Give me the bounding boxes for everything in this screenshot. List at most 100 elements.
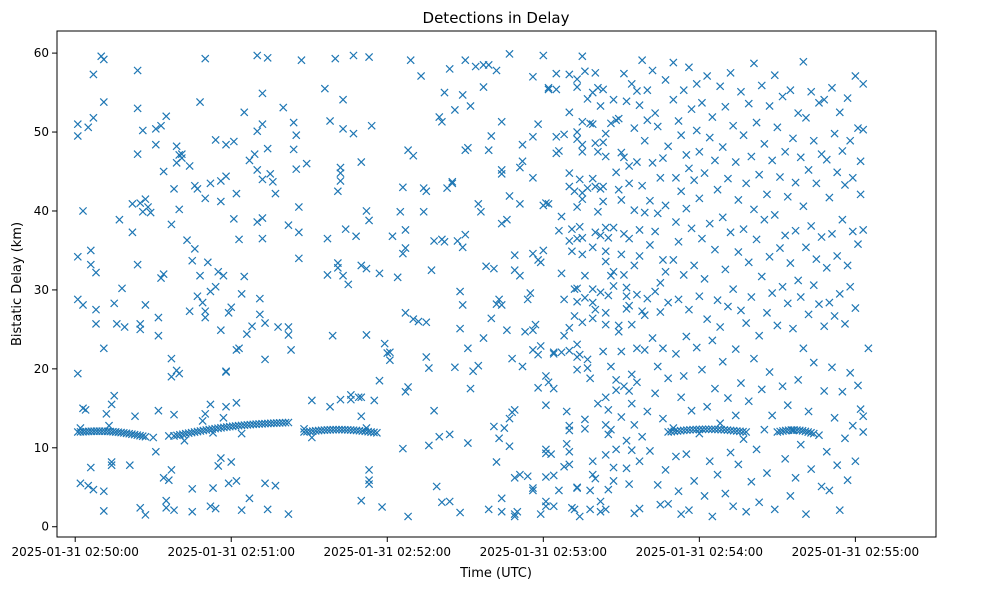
data-point: [648, 334, 657, 343]
data-point: [383, 349, 392, 358]
data-point: [424, 364, 433, 373]
data-point: [146, 208, 155, 217]
data-point: [86, 260, 95, 269]
data-point: [375, 376, 384, 385]
data-point: [664, 142, 673, 151]
data-point: [588, 298, 597, 307]
data-point: [747, 293, 756, 302]
data-point: [385, 348, 394, 357]
data-point: [809, 136, 818, 145]
data-point: [91, 319, 101, 328]
data-point: [567, 247, 576, 256]
data-point: [614, 327, 623, 336]
data-point: [78, 206, 88, 216]
data-point: [705, 133, 714, 142]
data-point: [835, 506, 844, 515]
data-point: [700, 274, 709, 283]
data-point: [822, 263, 831, 272]
data-point: [357, 393, 366, 402]
data-point: [796, 440, 805, 449]
data-point: [430, 236, 439, 246]
data-point: [541, 502, 550, 511]
data-point: [450, 363, 459, 372]
data-point: [177, 150, 186, 159]
data-point: [375, 269, 384, 278]
data-point: [588, 243, 597, 252]
data-point: [731, 411, 740, 420]
data-point: [630, 206, 639, 215]
data-point: [489, 422, 498, 431]
data-point: [458, 300, 467, 309]
data-point: [435, 432, 444, 441]
data-point: [640, 311, 649, 320]
data-point: [674, 487, 683, 496]
data-point: [557, 348, 566, 357]
data-point: [734, 248, 743, 257]
data-point: [196, 271, 205, 280]
data-point: [133, 66, 142, 75]
data-point: [645, 240, 654, 249]
data-point: [367, 121, 376, 130]
data-point: [622, 436, 631, 445]
data-point: [717, 425, 726, 434]
data-point: [677, 510, 686, 519]
data-point: [401, 225, 410, 234]
data-point: [544, 378, 553, 387]
data-point: [591, 228, 600, 237]
data-point: [159, 270, 168, 279]
data-point: [510, 512, 519, 521]
data-point: [583, 184, 592, 193]
data-point: [336, 395, 345, 404]
data-point: [710, 425, 719, 434]
data-point: [453, 236, 462, 246]
data-point: [716, 419, 725, 428]
data-point: [378, 502, 387, 512]
data-point: [726, 68, 735, 77]
data-point: [692, 343, 701, 352]
y-tick-label: 10: [34, 441, 49, 455]
data-point: [133, 104, 142, 113]
data-point: [193, 184, 202, 193]
data-point: [91, 268, 101, 277]
data-point: [640, 136, 649, 145]
data-point: [271, 481, 280, 490]
data-point: [206, 400, 215, 409]
data-point: [549, 349, 558, 358]
data-point: [710, 245, 719, 254]
data-point: [840, 319, 850, 328]
data-point: [820, 322, 829, 331]
data-point: [198, 416, 207, 425]
data-point: [648, 158, 657, 167]
data-point: [783, 192, 792, 201]
data-point: [635, 101, 644, 110]
data-point: [99, 98, 108, 107]
data-point: [227, 457, 236, 467]
data-point: [721, 489, 730, 498]
data-point: [734, 460, 743, 469]
data-point: [240, 272, 249, 281]
data-point: [807, 221, 816, 231]
data-point: [583, 355, 592, 364]
data-point: [385, 356, 394, 365]
data-point: [323, 270, 332, 279]
data-point: [289, 118, 298, 127]
data-point: [162, 112, 171, 121]
data-point: [541, 401, 550, 410]
data-point: [255, 310, 264, 319]
data-point: [326, 425, 335, 434]
data-point: [695, 292, 704, 301]
data-point: [705, 457, 714, 466]
data-point: [677, 131, 686, 140]
data-point: [333, 263, 342, 272]
data-point: [419, 207, 428, 216]
data-point: [484, 60, 493, 69]
data-point: [528, 326, 537, 335]
data-point: [156, 121, 166, 130]
data-point: [752, 118, 761, 127]
data-point: [84, 123, 93, 132]
data-point: [445, 497, 454, 506]
data-point: [713, 296, 722, 305]
data-point: [744, 258, 753, 267]
data-point: [601, 505, 610, 514]
